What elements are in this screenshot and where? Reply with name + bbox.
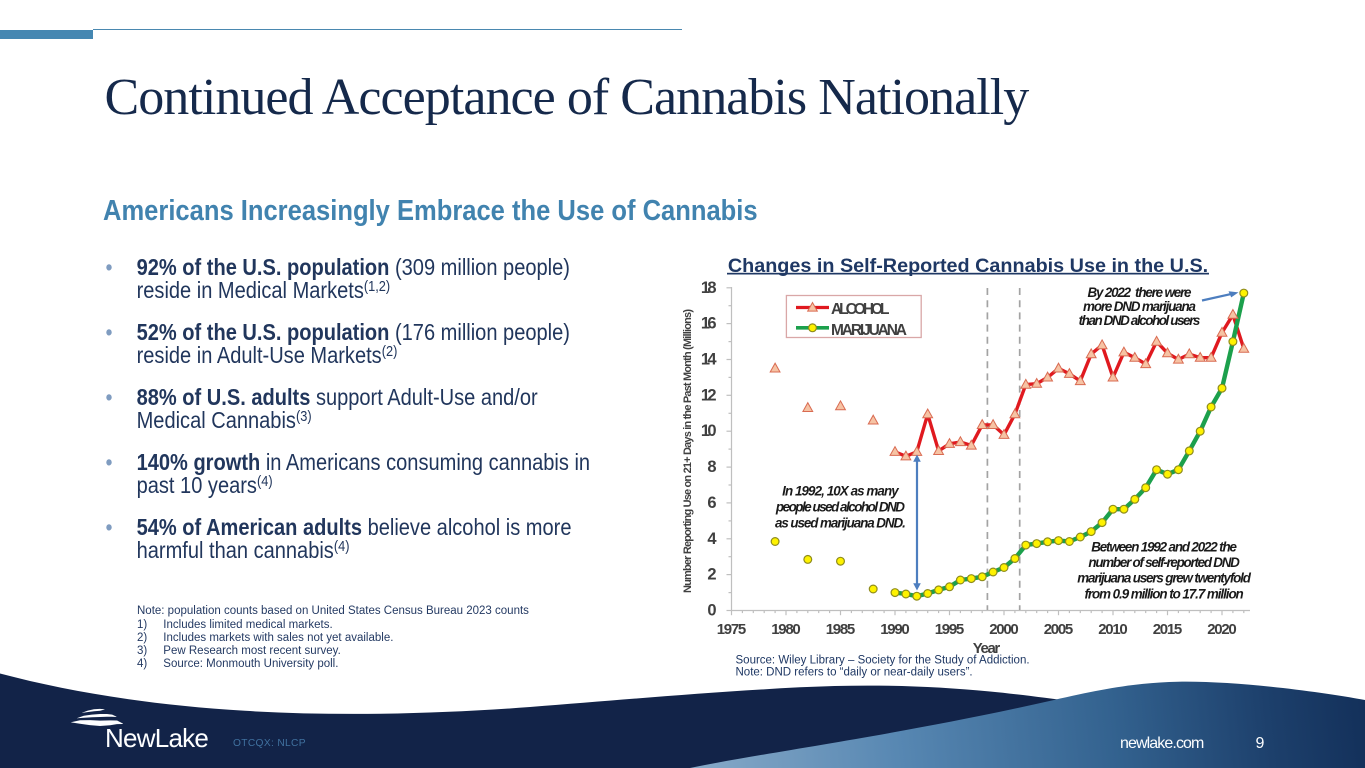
svg-text:2005: 2005: [1044, 621, 1074, 638]
svg-text:Note: DND refers to “daily or: Note: DND refers to “daily or near-daily…: [736, 667, 973, 679]
svg-text:2020: 2020: [1207, 621, 1237, 638]
svg-text:16: 16: [701, 315, 717, 333]
svg-text:2010: 2010: [1098, 621, 1128, 638]
svg-text:2015: 2015: [1153, 621, 1183, 638]
svg-text:8: 8: [707, 458, 716, 476]
svg-text:ALCOHOL: ALCOHOL: [831, 301, 890, 318]
svg-text:1995: 1995: [935, 621, 965, 638]
svg-text:12: 12: [701, 386, 717, 404]
svg-text:10: 10: [701, 422, 717, 440]
svg-text:14: 14: [701, 351, 717, 369]
svg-text:Source: Wiley Library – Societ: Source: Wiley Library – Society for the …: [736, 655, 1030, 667]
svg-text:MARIJUANA: MARIJUANA: [831, 322, 907, 339]
svg-text:Year: Year: [973, 640, 1001, 657]
svg-text:By 2022 there were: By 2022 there were: [1088, 285, 1193, 300]
svg-text:Changes in Self-Reported Canna: Changes in Self-Reported Cannabis Use in…: [728, 255, 1208, 277]
svg-text:1975: 1975: [717, 621, 747, 638]
svg-text:6: 6: [707, 494, 716, 512]
svg-text:as used marijuana DND.: as used marijuana DND.: [775, 516, 906, 531]
svg-text:2000: 2000: [989, 621, 1019, 638]
svg-text:people used alcohol DND: people used alcohol DND: [775, 500, 905, 515]
svg-text:more DND marijuana: more DND marijuana: [1083, 299, 1196, 314]
svg-text:from 0.9 million to 17.7 milli: from 0.9 million to 17.7 million: [1084, 586, 1243, 601]
svg-text:marijuana users grew twentyfol: marijuana users grew twentyfold: [1077, 571, 1251, 586]
svg-text:1990: 1990: [880, 621, 910, 638]
svg-text:0: 0: [707, 602, 716, 620]
svg-text:1985: 1985: [826, 621, 856, 638]
svg-text:Between 1992 and 2022 the: Between 1992 and 2022 the: [1091, 539, 1237, 554]
svg-text:In 1992, 10X as many: In 1992, 10X as many: [782, 484, 899, 499]
svg-text:than DND alcohol users: than DND alcohol users: [1079, 313, 1201, 328]
svg-text:1980: 1980: [771, 621, 801, 638]
svg-text:number of self-reported DND: number of self-reported DND: [1088, 555, 1240, 570]
svg-text:4: 4: [707, 530, 717, 548]
svg-text:2: 2: [707, 566, 716, 584]
svg-text:Number Reporting Use on 21+ Da: Number Reporting Use on 21+ Days in the …: [682, 309, 694, 593]
svg-text:18: 18: [701, 279, 717, 297]
